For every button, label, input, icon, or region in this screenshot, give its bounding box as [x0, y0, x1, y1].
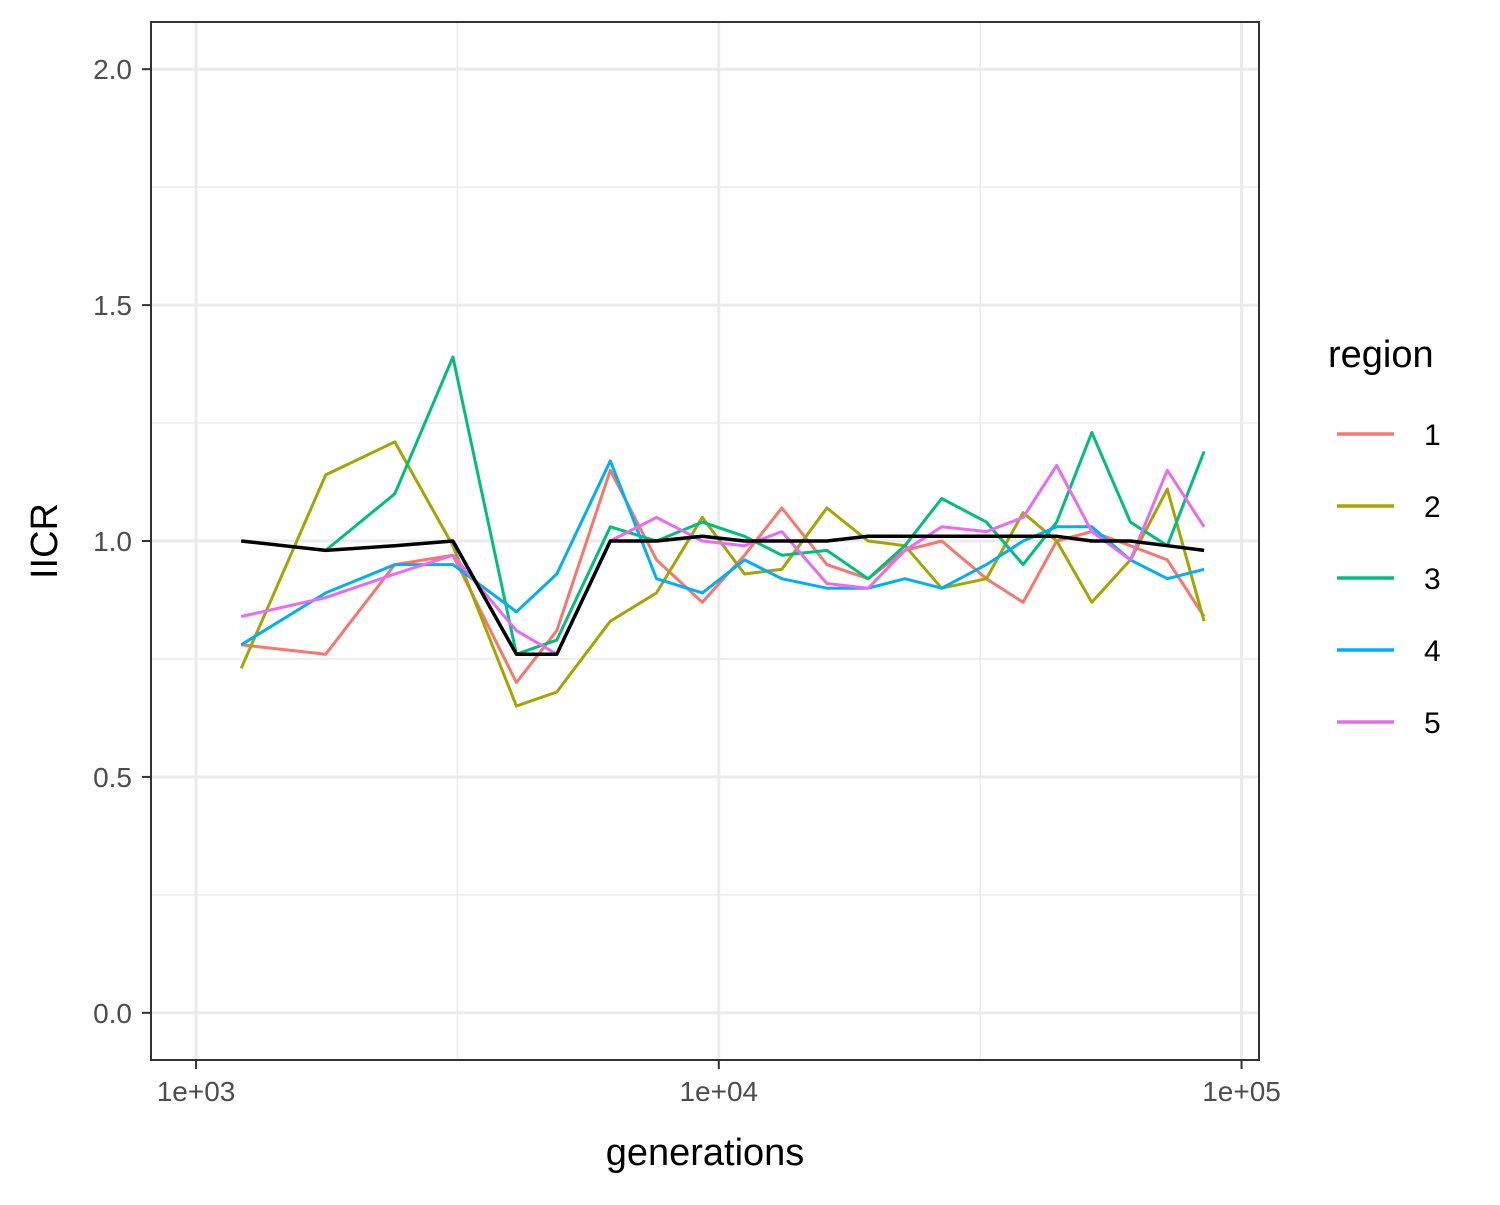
y-tick-label: 1.0 — [93, 526, 132, 557]
x-axis-title: generations — [606, 1132, 805, 1174]
legend-label: 3 — [1424, 563, 1441, 596]
y-tick-label: 1.5 — [93, 290, 132, 321]
series-line-region-5 — [240, 464, 1206, 656]
x-tick-label: 1e+03 — [157, 1076, 236, 1107]
legend: region 1 2 3 4 5 — [1328, 334, 1441, 740]
x-tick-label: 1e+05 — [1202, 1076, 1281, 1107]
legend-title: region — [1328, 334, 1434, 376]
y-axis-title: IICR — [24, 503, 66, 579]
series-layer — [239, 355, 1206, 708]
series-line-region-2 — [239, 440, 1206, 708]
series-line-region-3 — [324, 355, 1206, 656]
axis-layer: 0.0 0.5 1.0 1.5 2.0 1e+03 1e+04 1e+05 — [93, 54, 1281, 1107]
series-line-overall — [241, 534, 1205, 656]
series-line-region-4 — [240, 459, 1205, 647]
y-tick-label: 2.0 — [93, 54, 132, 85]
legend-label: 2 — [1424, 491, 1441, 524]
x-tick-label: 1e+04 — [679, 1076, 758, 1107]
legend-label: 5 — [1424, 707, 1441, 740]
y-tick-label: 0.5 — [93, 762, 132, 793]
legend-label: 4 — [1424, 635, 1441, 668]
legend-label: 1 — [1424, 419, 1441, 452]
y-tick-label: 0.0 — [93, 998, 132, 1029]
